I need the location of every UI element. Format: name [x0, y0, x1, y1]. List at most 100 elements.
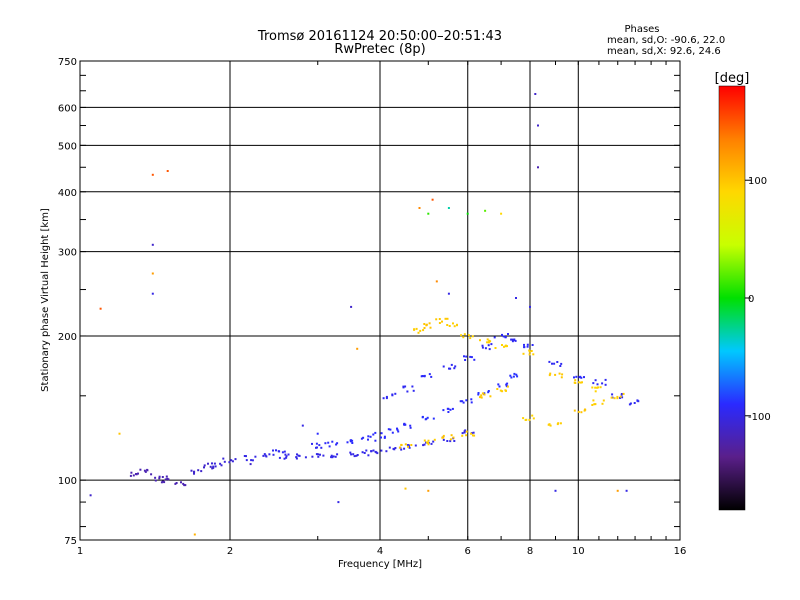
data-point	[447, 207, 450, 209]
data-point	[507, 333, 509, 335]
data-point	[556, 423, 559, 426]
data-point	[633, 402, 636, 404]
x-tick-label: 2	[227, 546, 233, 557]
data-point	[446, 317, 449, 320]
data-point	[144, 470, 147, 473]
data-point	[531, 414, 534, 417]
data-point	[504, 336, 507, 339]
data-point	[351, 442, 354, 444]
data-point	[599, 386, 602, 389]
data-point	[223, 460, 226, 463]
data-point	[604, 378, 607, 381]
data-point	[594, 403, 597, 406]
data-point	[212, 465, 215, 468]
data-point	[509, 374, 512, 377]
data-point	[610, 396, 613, 399]
data-point	[352, 453, 355, 456]
data-point	[463, 431, 466, 434]
data-point	[154, 479, 157, 482]
data-point	[166, 477, 169, 480]
data-point	[430, 375, 433, 378]
data-point	[528, 350, 531, 353]
data-point	[285, 455, 288, 458]
data-point	[349, 451, 352, 454]
data-point	[158, 475, 161, 478]
data-point	[263, 453, 266, 456]
data-point	[512, 375, 515, 378]
data-point	[506, 385, 509, 388]
data-point	[374, 431, 377, 434]
data-point	[184, 484, 187, 487]
colorbar	[718, 85, 746, 511]
data-point	[465, 434, 468, 437]
data-point	[488, 339, 491, 342]
data-point	[285, 456, 288, 459]
data-point	[361, 451, 364, 454]
data-point	[330, 454, 333, 457]
data-point	[469, 355, 472, 358]
data-point	[516, 375, 519, 378]
data-point	[619, 396, 621, 399]
data-point	[573, 381, 576, 384]
data-point	[580, 376, 583, 379]
data-point	[435, 280, 438, 283]
data-point	[487, 390, 490, 392]
data-point	[432, 417, 435, 420]
data-point	[353, 455, 356, 458]
data-point	[360, 437, 363, 440]
data-point	[428, 373, 431, 376]
data-point	[139, 468, 142, 471]
data-point	[415, 327, 418, 330]
data-point	[448, 367, 450, 370]
data-point	[404, 443, 407, 446]
colorbar-tick-label: 100	[748, 176, 767, 187]
data-point	[449, 438, 452, 441]
data-point	[470, 401, 473, 404]
data-point	[319, 453, 321, 456]
data-point	[470, 356, 473, 359]
data-point	[283, 457, 286, 460]
x-tick-label: 6	[465, 546, 471, 557]
data-point	[99, 307, 102, 310]
data-point	[481, 392, 484, 395]
data-point	[583, 409, 586, 412]
data-point	[363, 452, 366, 454]
data-point	[454, 365, 457, 368]
data-point	[479, 396, 481, 399]
data-point	[158, 477, 161, 480]
data-point	[161, 476, 164, 478]
data-point	[130, 471, 133, 474]
data-point	[594, 386, 597, 389]
data-point	[511, 338, 514, 341]
data-point	[283, 450, 286, 453]
data-point	[220, 464, 223, 467]
data-point	[391, 394, 394, 397]
data-point	[560, 362, 563, 365]
data-point	[601, 402, 604, 405]
data-point	[287, 453, 290, 456]
data-point	[530, 350, 533, 352]
data-point	[577, 381, 580, 384]
data-point	[385, 450, 388, 453]
data-point	[410, 444, 413, 446]
data-point	[513, 339, 516, 341]
data-point	[619, 395, 622, 398]
data-point	[465, 355, 468, 358]
data-point	[143, 469, 146, 472]
data-point	[351, 439, 354, 442]
data-point	[593, 403, 596, 406]
data-point	[166, 170, 169, 172]
data-point	[407, 445, 409, 448]
data-point	[190, 469, 193, 472]
data-point	[579, 381, 582, 384]
data-point	[315, 442, 318, 445]
data-point	[164, 478, 167, 481]
data-point	[243, 455, 246, 457]
data-point	[203, 466, 205, 469]
data-point	[522, 417, 525, 420]
data-point	[369, 435, 372, 438]
data-point	[515, 297, 517, 299]
data-point	[425, 324, 428, 327]
data-point	[284, 453, 287, 456]
data-point	[449, 408, 452, 411]
